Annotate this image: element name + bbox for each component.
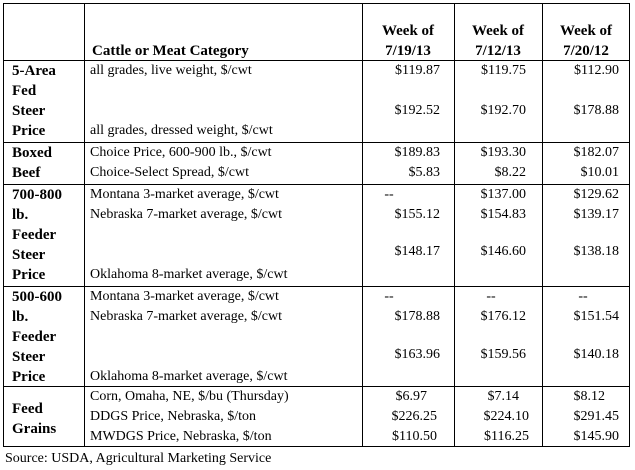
week-date-col1: 7/19/13 [385, 43, 431, 59]
section-title-line: Grains [12, 421, 57, 437]
section-title-line: Steer [12, 247, 46, 263]
row-divider [4, 386, 629, 387]
section-title-line: Steer [12, 349, 46, 365]
cell-value: $178.88 [573, 103, 620, 118]
cell-value: $8.12 [573, 389, 606, 404]
section-title-line: 5-Area [12, 63, 56, 79]
column-divider [542, 4, 543, 446]
week-date-col3: 7/20/12 [563, 43, 609, 59]
cell-value: -- [384, 187, 394, 202]
cell-value: $151.54 [573, 309, 620, 324]
cell-value: $139.17 [573, 207, 620, 222]
cell-value: $148.17 [394, 244, 441, 259]
row-label: MWDGS Price, Nebraska, $/ton [90, 429, 272, 444]
cell-value: $176.12 [480, 309, 527, 324]
row-label: Montana 3-market average, $/cwt [90, 187, 279, 202]
row-label: Nebraska 7-market average, $/cwt [90, 207, 283, 222]
cell-value: $140.18 [573, 347, 620, 362]
cell-value: $110.50 [392, 429, 437, 444]
cell-value: $155.12 [394, 207, 441, 222]
section-title-line: lb. [12, 207, 29, 223]
cell-value: $5.83 [408, 165, 441, 180]
row-label: DDGS Price, Nebraska, $/ton [90, 409, 257, 424]
section-title-line: Feed [12, 401, 43, 417]
section-title-line: 700-800 [12, 187, 62, 203]
section-title-line: 500-600 [12, 289, 62, 305]
source-note: Source: USDA, Agricultural Marketing Ser… [5, 451, 272, 466]
cell-value: $138.18 [573, 244, 620, 259]
cell-value: $6.97 [395, 389, 428, 404]
week-label-col2: Week of [471, 23, 525, 39]
cell-value: $119.87 [395, 63, 440, 78]
cell-value: $116.25 [484, 429, 529, 444]
cell-value: $159.56 [480, 347, 527, 362]
cell-value: $182.07 [573, 145, 620, 160]
cell-value: $193.30 [480, 145, 527, 160]
row-divider [4, 60, 629, 61]
cell-value: $226.25 [391, 409, 438, 424]
week-date-col2: 7/12/13 [475, 43, 521, 59]
row-divider [4, 286, 629, 287]
cell-value: $112.90 [574, 63, 619, 78]
cell-value: $129.62 [573, 187, 620, 202]
cell-value: $7.14 [487, 389, 520, 404]
row-label: Oklahoma 8-market average, $/cwt [90, 267, 288, 282]
column-divider [84, 4, 85, 446]
category-header: Cattle or Meat Category [92, 43, 249, 59]
cattle-price-table: Cattle or Meat Category Week of 7/19/13 … [3, 3, 630, 447]
section-title-line: Price [12, 267, 46, 283]
cell-value: $163.96 [394, 347, 441, 362]
cell-value: $145.90 [573, 429, 620, 444]
row-label: all grades, dressed weight, $/cwt [90, 123, 273, 138]
cell-value: $146.60 [480, 244, 527, 259]
row-label: Corn, Omaha, NE, $/bu (Thursday) [90, 389, 289, 404]
cell-value: $192.70 [480, 103, 527, 118]
cell-value: $189.83 [394, 145, 441, 160]
cell-value: $119.75 [481, 63, 526, 78]
row-label: Nebraska 7-market average, $/cwt [90, 309, 283, 324]
row-divider [4, 142, 629, 143]
cell-value: $224.10 [483, 409, 530, 424]
week-label-col3: Week of [559, 23, 613, 39]
cell-value: $192.52 [394, 103, 441, 118]
row-label: Oklahoma 8-market average, $/cwt [90, 369, 288, 384]
row-divider [4, 184, 629, 185]
section-title-line: Fed [12, 83, 37, 99]
section-title-line: Price [12, 123, 46, 139]
row-label: Choice-Select Spread, $/cwt [90, 165, 250, 180]
column-divider [454, 4, 455, 446]
cell-value: -- [384, 289, 394, 304]
week-label-col1: Week of [381, 23, 435, 39]
section-title-line: Feeder [12, 227, 57, 243]
cell-value: $8.22 [494, 165, 527, 180]
cell-value: $154.83 [480, 207, 527, 222]
cell-value: $137.00 [480, 187, 527, 202]
section-title-line: lb. [12, 309, 29, 325]
row-label: Montana 3-market average, $/cwt [90, 289, 279, 304]
cell-value: $10.01 [580, 165, 620, 180]
row-label: Choice Price, 600-900 lb., $/cwt [90, 145, 272, 160]
cell-value: -- [578, 289, 588, 304]
column-divider [362, 4, 363, 446]
section-title-line: Feeder [12, 329, 57, 345]
section-title-line: Steer [12, 103, 46, 119]
row-label: all grades, live weight, $/cwt [90, 63, 252, 78]
section-title-line: Boxed [12, 145, 53, 161]
cell-value: $291.45 [573, 409, 620, 424]
section-title-line: Price [12, 369, 46, 385]
cell-value: -- [486, 289, 496, 304]
section-title-line: Beef [12, 165, 41, 181]
cell-value: $178.88 [394, 309, 441, 324]
